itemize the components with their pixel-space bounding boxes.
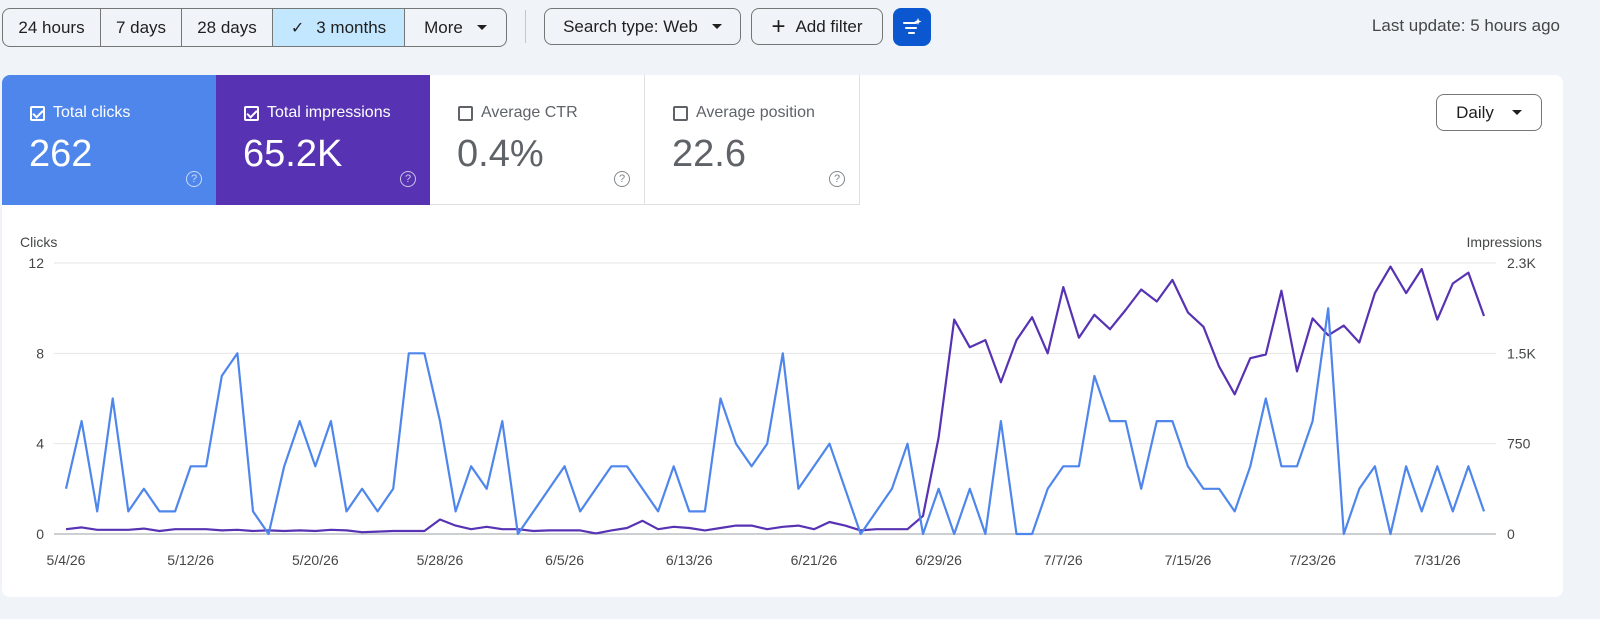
metric-average-position[interactable]: Average position 22.6 ? (645, 75, 860, 205)
add-filter-button[interactable]: + Add filter (751, 8, 883, 45)
right-axis-tick-label: 750 (1507, 436, 1531, 452)
right-axis-tick-label: 1.5K (1507, 345, 1536, 361)
filter-sparkle-button[interactable] (893, 8, 931, 46)
checkbox-unchecked-icon (673, 106, 688, 121)
x-axis-tick-label: 7/31/26 (1414, 552, 1461, 568)
left-axis-tick-label: 4 (36, 436, 44, 452)
metric-label: Average CTR (481, 104, 578, 121)
x-axis-tick-label: 7/15/26 (1165, 552, 1212, 568)
x-axis-tick-label: 5/4/26 (47, 552, 86, 568)
granularity-dropdown[interactable]: Daily (1436, 94, 1542, 131)
plus-icon: + (771, 12, 786, 40)
range-label: 3 months (316, 17, 387, 37)
x-axis-tick-label: 7/7/26 (1044, 552, 1083, 568)
metric-average-ctr[interactable]: Average CTR 0.4% ? (430, 75, 645, 205)
right-axis-title: Impressions (1467, 234, 1542, 250)
metric-label: Total impressions (267, 104, 391, 121)
metric-value: 262 (29, 133, 93, 175)
metric-label: Average position (696, 104, 815, 121)
filter-sparkle-icon (903, 18, 922, 34)
search-type-dropdown[interactable]: Search type: Web (544, 8, 741, 45)
range-3-months-button[interactable]: ✓ 3 months (273, 9, 405, 46)
last-update-text: Last update: 5 hours ago (1371, 16, 1560, 35)
checkmark-icon: ✓ (290, 19, 305, 37)
x-axis-tick-label: 6/29/26 (915, 552, 962, 568)
toolbar: 24 hours 7 days 28 days ✓ 3 months More … (2, 8, 1598, 47)
range-7-days-button[interactable]: 7 days (101, 9, 182, 46)
clicks-line (64, 307, 1486, 536)
help-icon[interactable]: ? (400, 171, 416, 187)
right-axis-tick-label: 0 (1507, 526, 1515, 542)
x-axis-tick-label: 6/13/26 (666, 552, 713, 568)
performance-chart: 0 4 8 12 0 750 1.5K 2.3K Clicks Impressions 5/4/26… (20, 234, 1542, 568)
left-axis-tick-label: 12 (28, 255, 44, 271)
range-label: 28 days (197, 17, 257, 37)
checkbox-checked-icon (30, 106, 45, 121)
range-label: 7 days (115, 17, 167, 37)
x-axis-tick-label: 6/21/26 (791, 552, 838, 568)
metric-total-impressions[interactable]: Total impressions 65.2K ? (216, 75, 430, 205)
dropdown-arrow-icon (711, 24, 722, 29)
left-axis-title: Clicks (20, 234, 57, 250)
metric-label: Total clicks (53, 104, 131, 121)
range-label: More (424, 17, 463, 37)
toolbar-divider (525, 10, 526, 43)
range-label: 24 hours (18, 17, 85, 37)
range-24-hours-button[interactable]: 24 hours (3, 9, 101, 46)
x-axis-tick-label: 5/28/26 (417, 552, 464, 568)
add-filter-label: Add filter (795, 16, 863, 36)
right-axis-tick-label: 2.3K (1507, 255, 1536, 271)
dropdown-arrow-icon (1511, 110, 1522, 115)
metric-value: 22.6 (672, 133, 746, 175)
granularity-label: Daily (1456, 102, 1494, 122)
date-range-selector: 24 hours 7 days 28 days ✓ 3 months More (2, 8, 507, 47)
x-axis-tick-label: 6/5/26 (545, 552, 584, 568)
checkbox-unchecked-icon (458, 106, 473, 121)
left-axis-tick-label: 8 (36, 345, 44, 361)
help-icon[interactable]: ? (829, 171, 845, 187)
x-axis-tick-label: 7/23/26 (1289, 552, 1336, 568)
x-axis-tick-label: 5/12/26 (167, 552, 214, 568)
x-axis-tick-label: 5/20/26 (292, 552, 339, 568)
impressions-line (65, 265, 1486, 535)
range-28-days-button[interactable]: 28 days (182, 9, 273, 46)
checkbox-checked-icon (244, 106, 259, 121)
range-more-dropdown[interactable]: More (405, 9, 506, 46)
metric-total-clicks[interactable]: Total clicks 262 ? (2, 75, 216, 205)
dropdown-arrow-icon (476, 25, 487, 30)
metric-value: 65.2K (243, 133, 343, 175)
search-type-label: Search type: Web (563, 16, 698, 36)
help-icon[interactable]: ? (186, 171, 202, 187)
performance-card: Total clicks 262 ? Total impressions 65.… (2, 75, 1563, 597)
help-icon[interactable]: ? (614, 171, 630, 187)
left-axis-tick-label: 0 (36, 526, 44, 542)
metric-value: 0.4% (457, 133, 544, 175)
